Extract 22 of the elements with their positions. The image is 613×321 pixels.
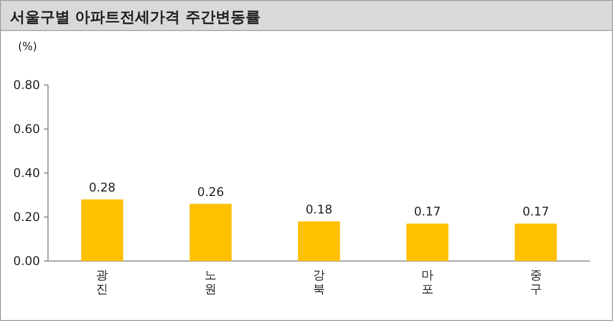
bar — [190, 204, 232, 261]
bar — [406, 224, 448, 261]
chart-title: 서울구별 아파트전세가격 주간변동률 — [10, 8, 260, 26]
x-tick-label: 마포 — [421, 268, 434, 296]
x-tick-label: 광진 — [96, 268, 108, 296]
bar — [298, 221, 340, 261]
y-tick-label: 0.80 — [13, 78, 40, 92]
data-label: 0.17 — [522, 204, 550, 219]
y-axis-title: (%) — [18, 40, 38, 53]
y-tick-label: 0.20 — [13, 210, 40, 224]
x-tick-label: 강북 — [313, 268, 325, 296]
bar — [81, 199, 124, 261]
y-tick-label: 0.60 — [13, 122, 40, 136]
y-tick-label: 0.40 — [13, 166, 40, 180]
x-tick-label: 노원 — [204, 268, 217, 296]
data-label: 0.17 — [414, 204, 441, 219]
x-tick-label: 중구 — [530, 268, 542, 296]
data-label: 0.28 — [88, 180, 116, 194]
y-tick-label: 0.00 — [13, 254, 40, 268]
data-label: 0.18 — [306, 202, 332, 216]
bar — [514, 224, 557, 261]
data-label: 0.26 — [197, 184, 224, 199]
